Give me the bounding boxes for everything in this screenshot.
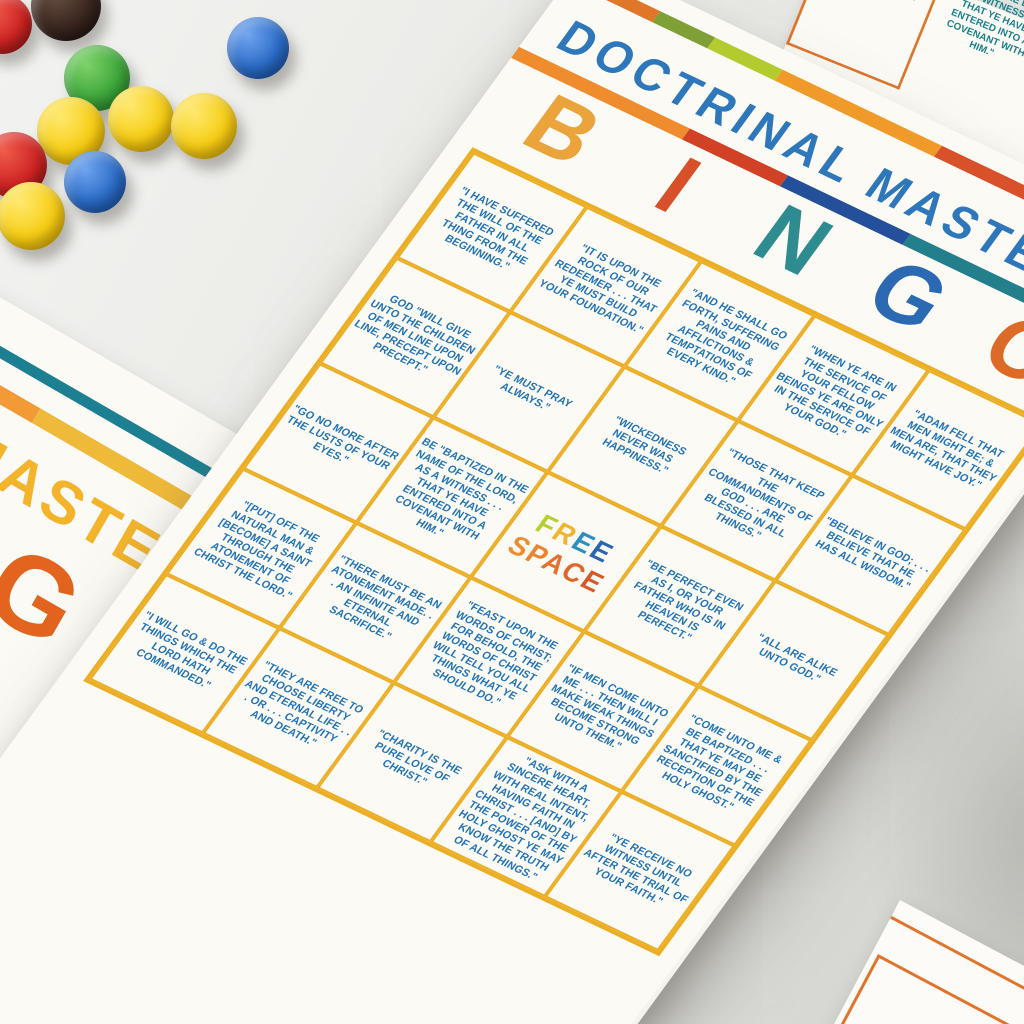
yellow-candy	[0, 182, 65, 250]
blue-candy	[227, 17, 289, 79]
red-candy	[0, 0, 32, 54]
yellow-candy	[171, 93, 237, 159]
background-card-bottom-right	[740, 900, 1024, 1024]
band-segment	[652, 11, 716, 49]
blue-candy	[64, 151, 126, 213]
band-segment	[707, 37, 783, 81]
yellow-candy	[108, 86, 174, 152]
brown-candy	[31, 0, 101, 41]
